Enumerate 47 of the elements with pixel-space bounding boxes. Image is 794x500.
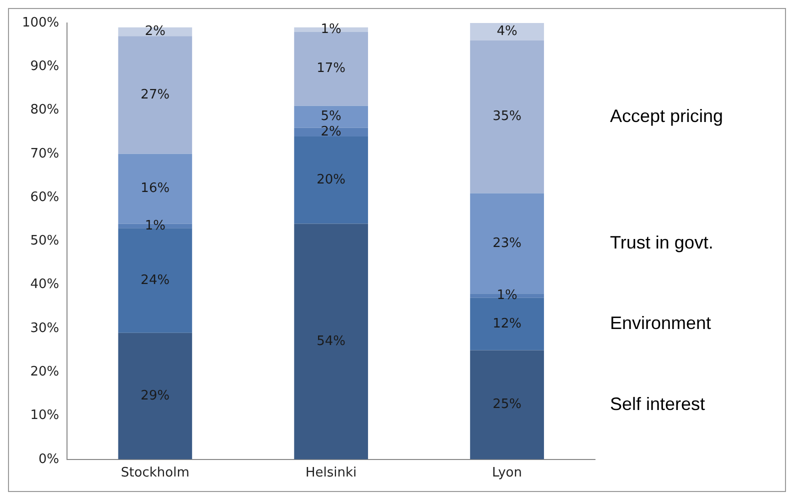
data-label: 1% [144,218,166,234]
y-tick-label: 60% [30,190,60,205]
bar [294,136,368,224]
data-label: 29% [140,388,170,404]
y-tick-label: 70% [30,146,60,162]
y-tick-label: 40% [30,277,60,292]
y-tick-label: 100% [22,15,60,30]
x-tick-label: Lyon [492,466,522,481]
x-tick-label: Helsinki [306,466,357,481]
bar [118,36,192,154]
data-label: 25% [492,397,522,412]
text: Environment [610,313,712,334]
y-tick-label: 20% [30,364,60,380]
text: Self interest [610,394,706,414]
y-tick-label: 90% [30,59,60,74]
data-label: 20% [316,172,346,188]
bar [470,298,544,350]
bar [294,128,368,136]
data-label: 4% [496,24,518,40]
data-label: 2% [320,124,342,140]
y-tick-label: 50% [30,234,60,249]
data-label: 16% [140,181,170,196]
data-label: 1% [496,288,518,304]
y-tick-label: 80% [30,102,60,118]
text: Accept pricing [610,106,724,126]
text: Trust in govt. [610,232,714,252]
y-tick-label: 30% [30,320,60,336]
bar [470,350,544,460]
data-label: 24% [140,272,170,288]
data-label: 35% [492,109,522,124]
data-label: 17% [316,61,346,76]
bar [294,32,368,106]
data-label: 23% [492,236,522,251]
data-label: 54% [316,334,346,349]
bar [294,224,368,460]
data-label: 27% [140,87,170,102]
data-label: 12% [492,316,522,332]
x-tick-label: Stockholm [120,466,190,481]
data-label: 5% [320,109,342,124]
y-tick-label: 0% [38,452,60,467]
bar [118,332,192,460]
bar [470,40,544,194]
bar [118,228,192,333]
data-label: 1% [320,22,342,37]
bar [470,23,544,40]
data-label: 2% [144,24,166,40]
y-tick-label: 10% [30,408,60,424]
